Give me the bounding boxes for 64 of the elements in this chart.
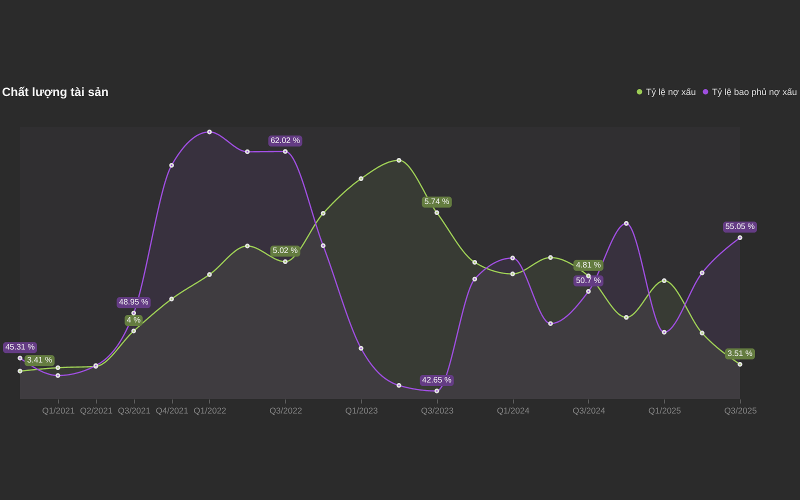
x-tick-label: Q1/2021	[42, 406, 75, 416]
point	[207, 130, 212, 134]
point	[662, 278, 667, 284]
data-label: 4.81 %	[576, 260, 601, 270]
x-tick-label: Q3/2021	[118, 406, 151, 416]
x-tick-label: Q3/2022	[269, 406, 302, 416]
point	[244, 244, 250, 248]
data-label: 45.31 %	[5, 342, 35, 352]
chart-title: Chất lượng tài sản	[2, 85, 109, 99]
x-tick-label: Q3/2023	[421, 406, 454, 416]
point	[18, 368, 22, 374]
x-tick-label: Q2/2021	[80, 406, 113, 416]
data-label: 5.74 %	[424, 197, 450, 206]
point	[169, 296, 174, 302]
point	[738, 362, 742, 367]
point	[510, 256, 516, 260]
point	[700, 270, 704, 276]
x-tick-label: Q3/2024	[572, 406, 606, 416]
point	[320, 243, 326, 248]
x-tick-label: Q1/2024	[496, 406, 530, 416]
point	[472, 260, 478, 265]
data-label: 3.51 %	[728, 348, 752, 358]
point	[586, 289, 591, 294]
point	[131, 310, 136, 316]
data-label: 48.95 %	[119, 298, 148, 307]
point	[738, 235, 742, 240]
data-label: 3.41 %	[27, 356, 52, 365]
point	[434, 388, 440, 394]
point	[548, 255, 553, 260]
x-tick-label: Q1/2023	[345, 406, 378, 416]
x-tick-label: Q1/2025	[648, 406, 682, 416]
point	[510, 272, 516, 276]
point	[662, 330, 667, 335]
data-label: 62.02 %	[270, 136, 300, 145]
point	[56, 365, 60, 370]
point	[244, 149, 250, 154]
data-label: 55.05 %	[725, 222, 755, 232]
legend-label: Tỷ lệ nợ xấu	[646, 86, 696, 97]
point	[624, 315, 629, 320]
point	[18, 356, 22, 360]
data-label: 42.65 %	[422, 375, 452, 384]
x-tick-label: Q1/2022	[194, 406, 227, 416]
point	[358, 346, 364, 351]
point	[169, 162, 174, 168]
data-label: 50.7 %	[576, 276, 601, 285]
point	[207, 272, 212, 277]
point	[282, 149, 288, 154]
point	[624, 221, 629, 226]
point	[700, 330, 704, 336]
x-tick-label: Q3/2025	[724, 406, 758, 416]
point	[358, 176, 364, 182]
point	[396, 383, 402, 388]
data-label: 5.02 %	[272, 246, 298, 256]
point	[472, 276, 478, 282]
legend-label: Tỷ lệ bao phủ nợ xấu	[712, 86, 797, 97]
point	[434, 210, 440, 216]
point	[548, 321, 553, 326]
point	[131, 328, 136, 334]
data-label: 4 %	[126, 316, 141, 324]
x-tick-label: Q4/2021	[156, 406, 189, 416]
point	[56, 373, 60, 378]
point	[320, 210, 326, 216]
point	[282, 259, 288, 264]
point	[396, 158, 402, 163]
